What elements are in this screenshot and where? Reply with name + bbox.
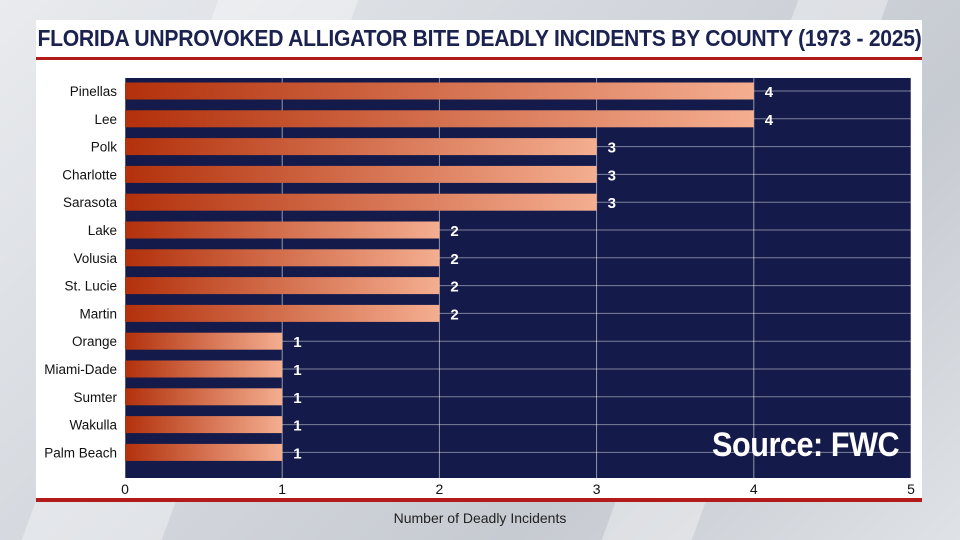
data-label: 3: [608, 167, 616, 184]
bar-polk: [125, 138, 597, 156]
bar-st-lucie: [125, 277, 440, 295]
bar-lee: [125, 110, 754, 128]
bar-lake: [125, 221, 440, 239]
data-label: 4: [765, 112, 774, 129]
x-tick-label: 2: [436, 481, 444, 497]
x-axis-label: Number of Deadly Incidents: [393, 510, 567, 526]
x-tick-label: 4: [750, 481, 758, 497]
x-tick-label: 3: [593, 481, 601, 497]
data-label: 3: [608, 195, 616, 212]
data-label: 1: [293, 418, 301, 435]
bar-palm-beach: [125, 443, 283, 461]
chart-panel: Pinellas Lee Polk Charlotte Sarasota Lake Volu…: [36, 60, 922, 501]
chart-title-bar: FLORIDA UNPROVOKED ALLIGATOR BITE DEADLY…: [36, 20, 922, 60]
bottom-accent-line: [36, 498, 922, 502]
category-label: Lake: [88, 223, 117, 238]
category-label: Polk: [91, 140, 118, 155]
x-tick-label: 1: [278, 481, 286, 497]
data-label: 3: [608, 140, 616, 157]
source-label: Source: FWC: [712, 426, 900, 464]
data-label: 2: [450, 223, 458, 240]
bar-charlotte: [125, 165, 597, 183]
bar-sarasota: [125, 193, 597, 211]
bar-volusia: [125, 249, 440, 267]
data-label: 4: [765, 84, 774, 101]
data-label: 1: [293, 445, 301, 462]
category-label: St. Lucie: [64, 279, 117, 294]
category-label: Miami-Dade: [44, 362, 117, 377]
category-label: Pinellas: [70, 84, 118, 99]
chart-title: FLORIDA UNPROVOKED ALLIGATOR BITE DEADLY…: [36, 25, 922, 51]
x-tick-label: 5: [907, 481, 915, 497]
category-label: Charlotte: [62, 167, 117, 182]
category-label: Wakulla: [69, 418, 117, 433]
data-label: 1: [293, 334, 301, 351]
data-label: 2: [450, 251, 458, 268]
category-label: Orange: [72, 334, 117, 349]
category-label: Volusia: [73, 251, 117, 266]
data-label: 2: [450, 279, 458, 296]
bar-sumter: [125, 388, 283, 406]
category-label: Palm Beach: [44, 445, 117, 460]
bar-chart: Pinellas Lee Polk Charlotte Sarasota Lake Volu…: [44, 78, 915, 497]
category-label: Sarasota: [63, 195, 118, 210]
data-label: 1: [293, 390, 301, 407]
data-label: 2: [450, 306, 458, 323]
bar-wakulla: [125, 416, 283, 434]
bar-martin: [125, 304, 440, 322]
bar-pinellas: [125, 82, 754, 100]
bar-miami-dade: [125, 360, 283, 378]
bar-orange: [125, 332, 283, 350]
x-tick-label: 0: [121, 481, 129, 497]
data-label: 1: [293, 362, 301, 379]
category-label: Lee: [94, 112, 117, 127]
category-label: Martin: [79, 306, 117, 321]
category-label: Sumter: [73, 390, 117, 405]
